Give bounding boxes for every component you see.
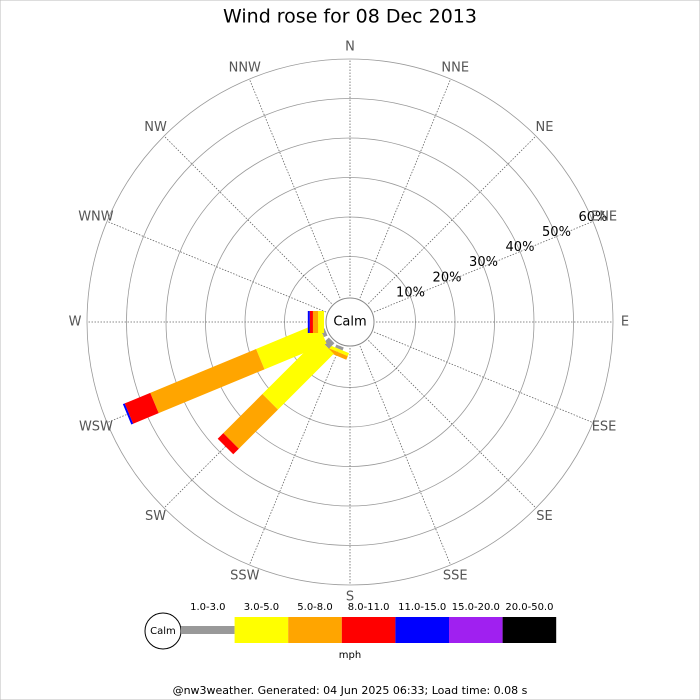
direction-label: SSW: [230, 569, 260, 584]
direction-label: SW: [145, 509, 166, 524]
legend-label: 11.0-15.0: [398, 602, 446, 613]
direction-label: N: [345, 40, 355, 55]
calm-circle: [325, 297, 375, 347]
spoke: [106, 220, 327, 313]
legend-swatch: [234, 617, 289, 643]
direction-label: E: [621, 315, 629, 330]
legend-calm-label: Calm: [150, 626, 176, 637]
bar-segment: [335, 344, 344, 351]
bar-segment: [124, 392, 159, 424]
legend-label: 20.0-50.0: [505, 602, 553, 613]
footer: @nw3weather. Generated: 04 Jun 2025 06:3…: [173, 684, 528, 697]
direction-label: ESE: [592, 420, 617, 435]
legend-swatch: [502, 617, 557, 643]
direction-label: NNE: [441, 60, 469, 75]
r-tick-label: 20%: [433, 270, 462, 285]
bar-segment: [122, 403, 134, 425]
legend-units: mph: [339, 650, 361, 661]
legend-swatch: [449, 617, 503, 643]
direction-label: NW: [144, 120, 167, 135]
r-tick-label: 50%: [542, 225, 571, 240]
legend-swatch: [288, 617, 342, 643]
spoke: [368, 340, 537, 509]
bar-segment: [327, 344, 350, 357]
r-tick-label: 10%: [396, 285, 425, 300]
direction-label: NNW: [229, 60, 261, 75]
direction-label: NE: [535, 120, 553, 135]
r-tick-label: 60%: [579, 210, 608, 225]
legend-swatch: [395, 617, 449, 643]
bar-segment: [256, 323, 327, 370]
bar-segment: [325, 347, 348, 360]
legend-label: 3.0-5.0: [244, 602, 279, 613]
direction-label: SE: [536, 509, 552, 524]
bar-segment: [262, 338, 334, 410]
spoke: [248, 78, 341, 299]
bar-segment: [150, 348, 265, 414]
bar-segment: [323, 337, 335, 349]
bar-segment: [312, 311, 319, 333]
spoke: [359, 78, 452, 299]
direction-label: SSE: [443, 569, 468, 584]
legend-swatch: [341, 617, 396, 643]
direction-label: WNW: [78, 209, 114, 224]
bar-segment: [307, 311, 310, 333]
direction-label: W: [69, 315, 82, 330]
chart-title: Wind rose for 08 Dec 2013: [223, 6, 477, 28]
bar-segment: [318, 311, 324, 333]
direction-label: S: [346, 590, 354, 605]
legend-label: 15.0-20.0: [452, 602, 500, 613]
calm-label: Calm: [333, 315, 366, 330]
legend-label: 8.0-11.0: [348, 602, 390, 613]
legend-swatch: [181, 626, 235, 634]
direction-label: ENE: [591, 209, 617, 224]
ring: [86, 58, 614, 586]
direction-label: WSW: [79, 420, 113, 435]
ring: [126, 98, 574, 546]
spoke: [248, 345, 341, 566]
bar-segment: [217, 433, 239, 455]
spoke: [359, 345, 452, 566]
spoke: [373, 220, 594, 313]
bar-segment: [309, 311, 313, 333]
r-tick-label: 30%: [469, 255, 498, 270]
spoke: [368, 135, 537, 304]
legend-label: 5.0-8.0: [297, 602, 332, 613]
legend-label: 1.0-3.0: [190, 602, 225, 613]
ring: [165, 137, 535, 507]
bar-segment: [223, 394, 278, 449]
r-tick-label: 40%: [506, 240, 535, 255]
spoke: [163, 135, 332, 304]
spoke: [373, 331, 594, 424]
